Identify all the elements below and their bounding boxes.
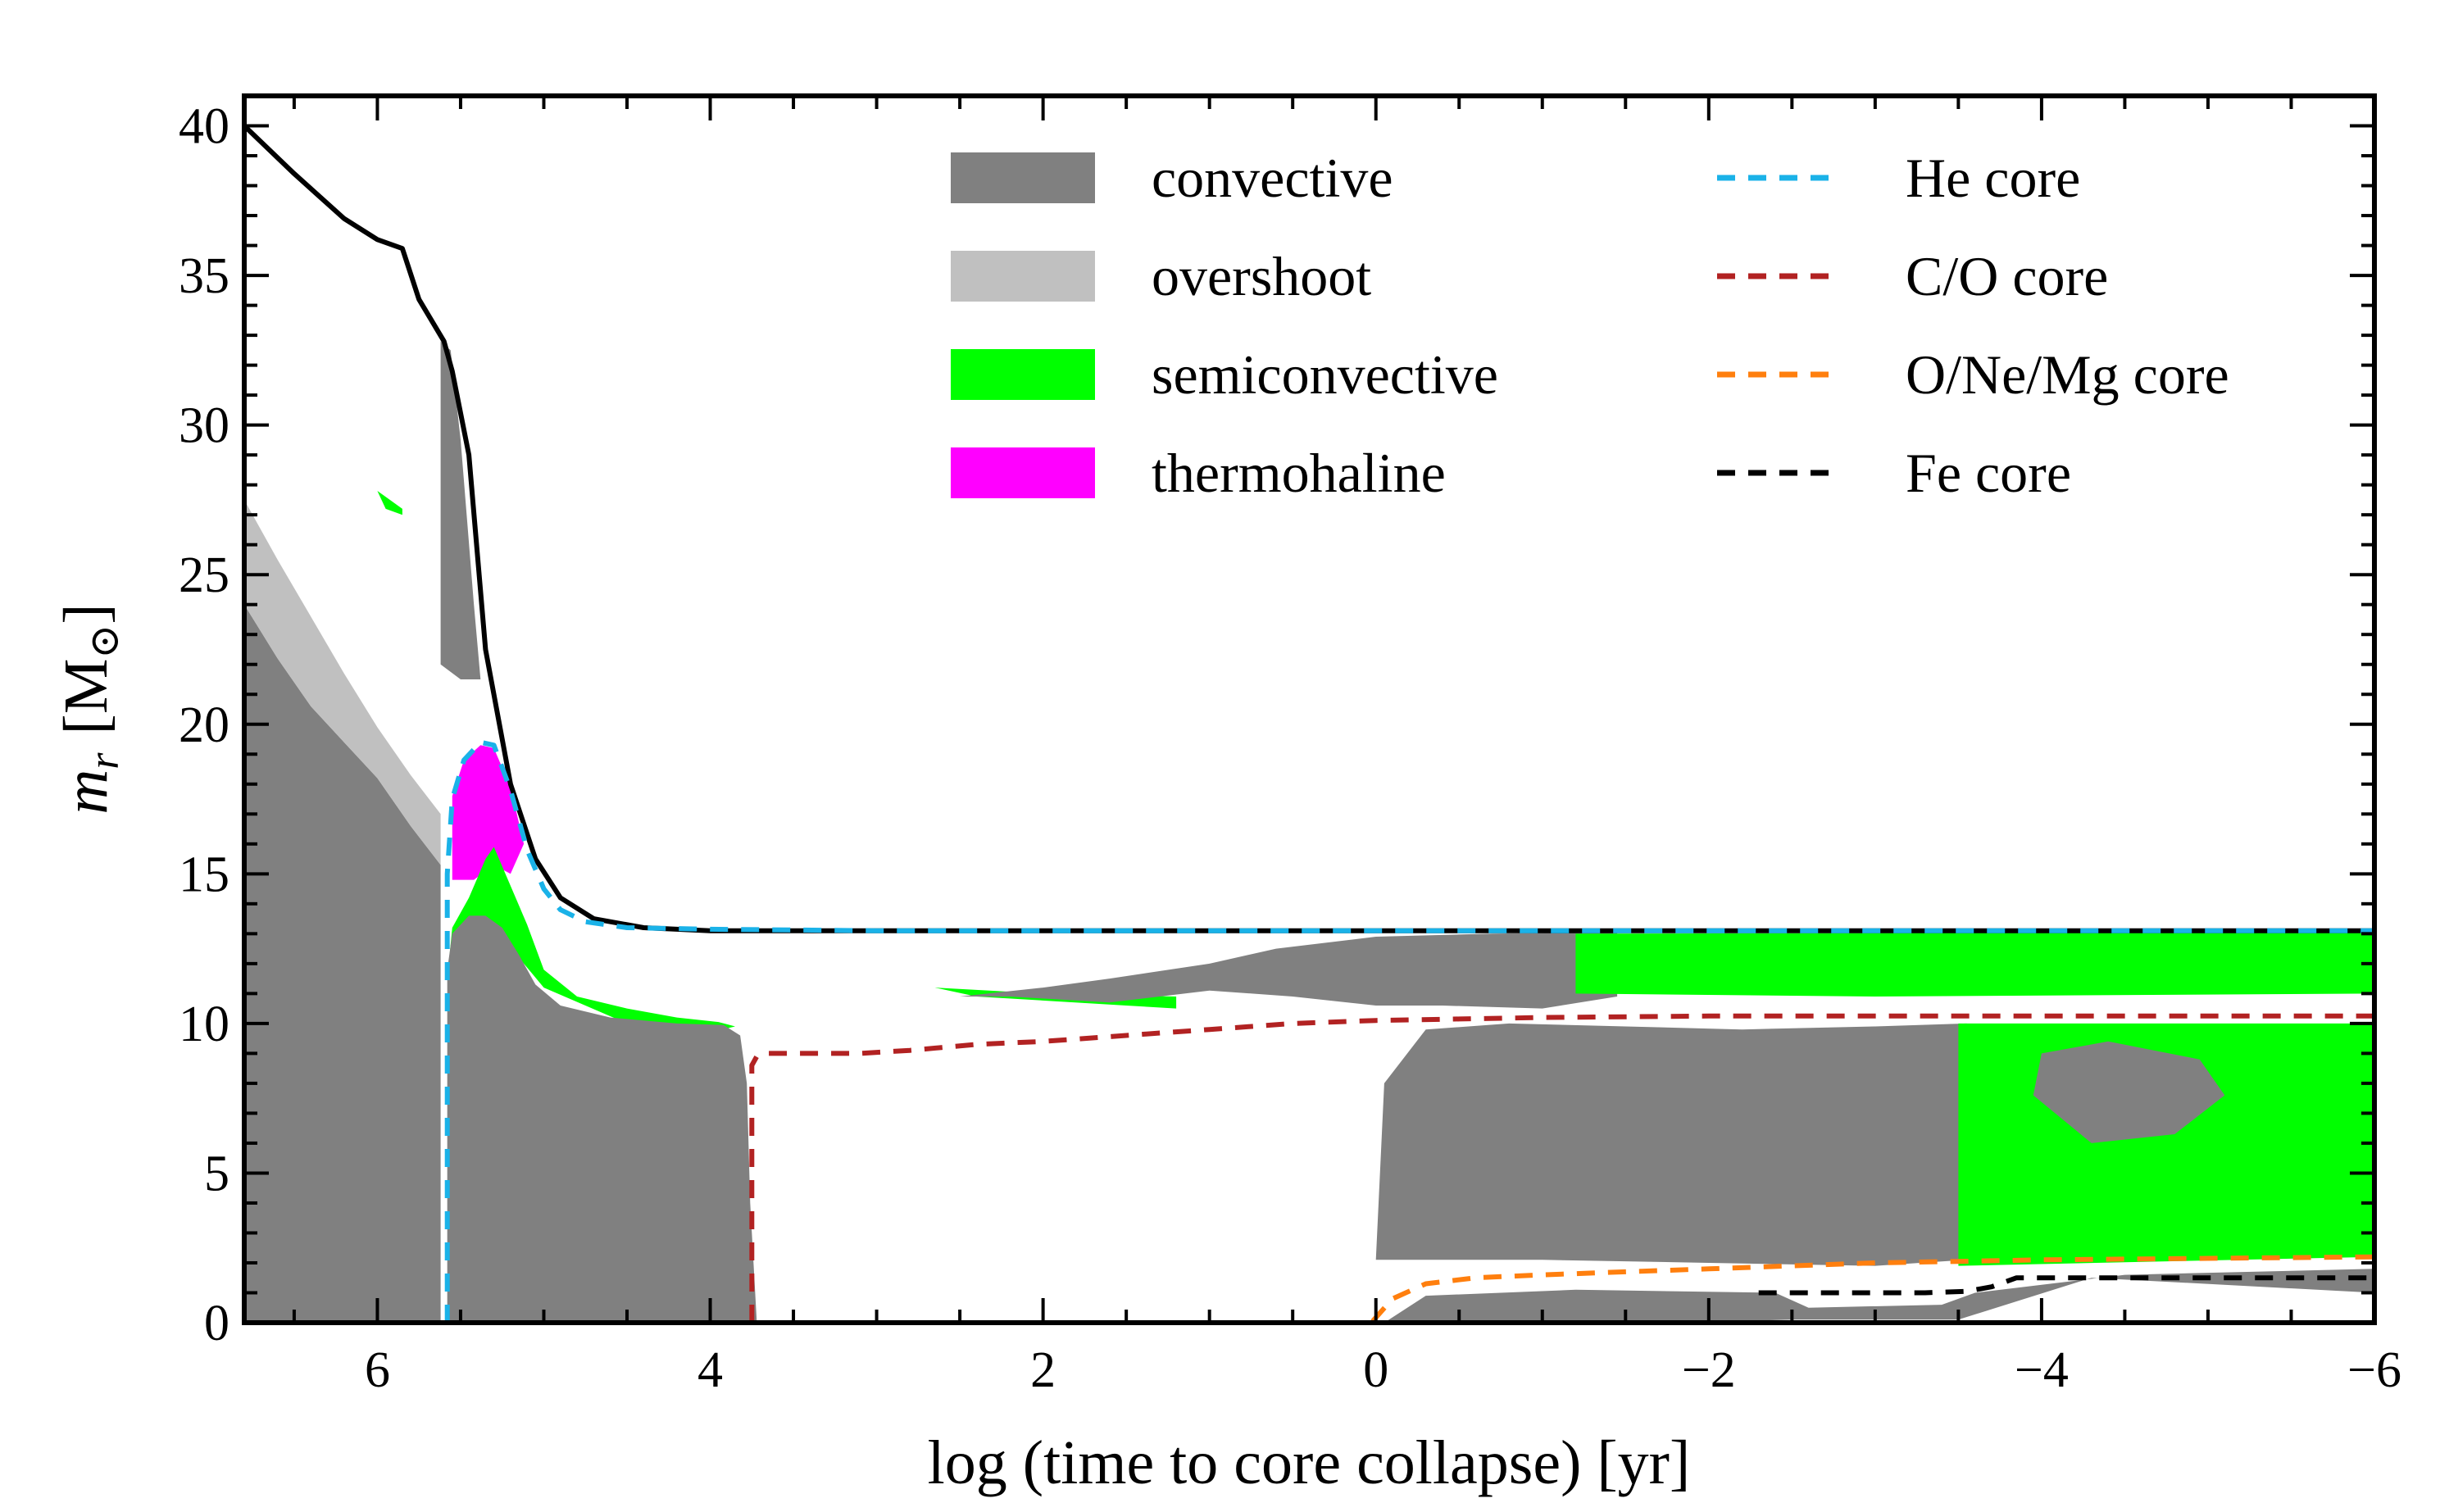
- region-semiconvective-9: [1575, 932, 2374, 997]
- series-line-he-core: [444, 739, 2374, 1323]
- legend-label: semiconvective: [1152, 343, 1498, 406]
- region-overshoot-1: [244, 499, 441, 865]
- y-axis-label-unit-close: ]: [52, 603, 120, 624]
- y-axis-label-unit-symbol: ⊙: [81, 624, 127, 659]
- x-tick-label: −2: [1682, 1342, 1736, 1398]
- region-convective-13: [1384, 1269, 2374, 1323]
- legend-item-o-ne-mg-core: O/Ne/Mg core: [1717, 343, 2229, 406]
- region-convective-10: [1375, 1023, 1967, 1266]
- series-line-fe-core: [1758, 1275, 2374, 1296]
- y-tick-label: 40: [179, 99, 229, 155]
- legend-label: convective: [1152, 147, 1393, 209]
- region-convective-12: [2033, 1041, 2225, 1143]
- region-convective-5: [447, 915, 757, 1323]
- x-tick-label: 6: [365, 1342, 390, 1398]
- legend-item-convective: convective: [951, 147, 1393, 209]
- legend-item-fe-core: Fe core: [1717, 442, 2071, 504]
- y-tick-label: 30: [179, 398, 229, 454]
- legend-label: He core: [1906, 147, 2080, 209]
- legend-item-semiconvective: semiconvective: [951, 343, 1498, 406]
- legend-item-thermohaline: thermohaline: [951, 442, 1446, 504]
- x-tick-label: −4: [2015, 1342, 2069, 1398]
- legend-swatch: [951, 251, 1095, 302]
- legend-label: overshoot: [1152, 245, 1371, 307]
- region-convective-0: [244, 604, 441, 1323]
- y-tick-label: 10: [179, 997, 229, 1052]
- y-axis: 0 5 10 15 20 25 30 35 40: [179, 94, 2374, 1351]
- y-tick-label: 15: [179, 847, 229, 902]
- region-convective-8: [960, 932, 1618, 1009]
- legend-swatch: [951, 349, 1095, 400]
- y-axis-label-subscript: r: [81, 752, 128, 770]
- x-axis: 6 4 2 0 −2 −4 −6: [292, 96, 2401, 1398]
- region-layer: [244, 341, 2374, 1323]
- x-tick-label: 0: [1363, 1342, 1388, 1398]
- y-tick-label: 5: [204, 1146, 229, 1201]
- series-layer: [244, 124, 2374, 1323]
- x-axis-label: log (time to core collapse) [yr]: [928, 1428, 1691, 1497]
- legend-label: O/Ne/Mg core: [1906, 343, 2229, 406]
- series-line-o-ne-mg-core: [1370, 1254, 2374, 1323]
- legend-item-c-o-core: C/O core: [1717, 245, 2108, 307]
- legend-item-overshoot: overshoot: [951, 245, 1371, 307]
- region-convective-2: [440, 341, 481, 679]
- y-axis-label-unit: [M: [52, 659, 120, 735]
- series-line-c-o-core: [749, 1013, 2374, 1323]
- x-tick-label: 4: [697, 1342, 723, 1398]
- legend-label: C/O core: [1906, 245, 2108, 307]
- y-tick-label: 20: [179, 697, 229, 753]
- y-tick-label: 35: [179, 248, 229, 304]
- legend-swatch: [951, 447, 1095, 498]
- region-semiconvective-6: [377, 491, 402, 515]
- legend: convective overshoot semiconvective thermoh…: [951, 147, 2229, 504]
- legend-label: Fe core: [1906, 442, 2071, 504]
- x-tick-label: 2: [1030, 1342, 1056, 1398]
- x-tick-label: −6: [2347, 1342, 2401, 1398]
- legend-swatch: [951, 152, 1095, 203]
- y-tick-label: 25: [179, 547, 229, 603]
- legend-item-he-core: He core: [1717, 147, 2080, 209]
- y-axis-label: mr [M⊙]: [52, 603, 128, 814]
- plot-frame: [242, 93, 2377, 1325]
- y-axis-label-symbol: m: [52, 770, 120, 815]
- y-tick-label: 0: [204, 1296, 229, 1351]
- legend-label: thermohaline: [1152, 442, 1446, 504]
